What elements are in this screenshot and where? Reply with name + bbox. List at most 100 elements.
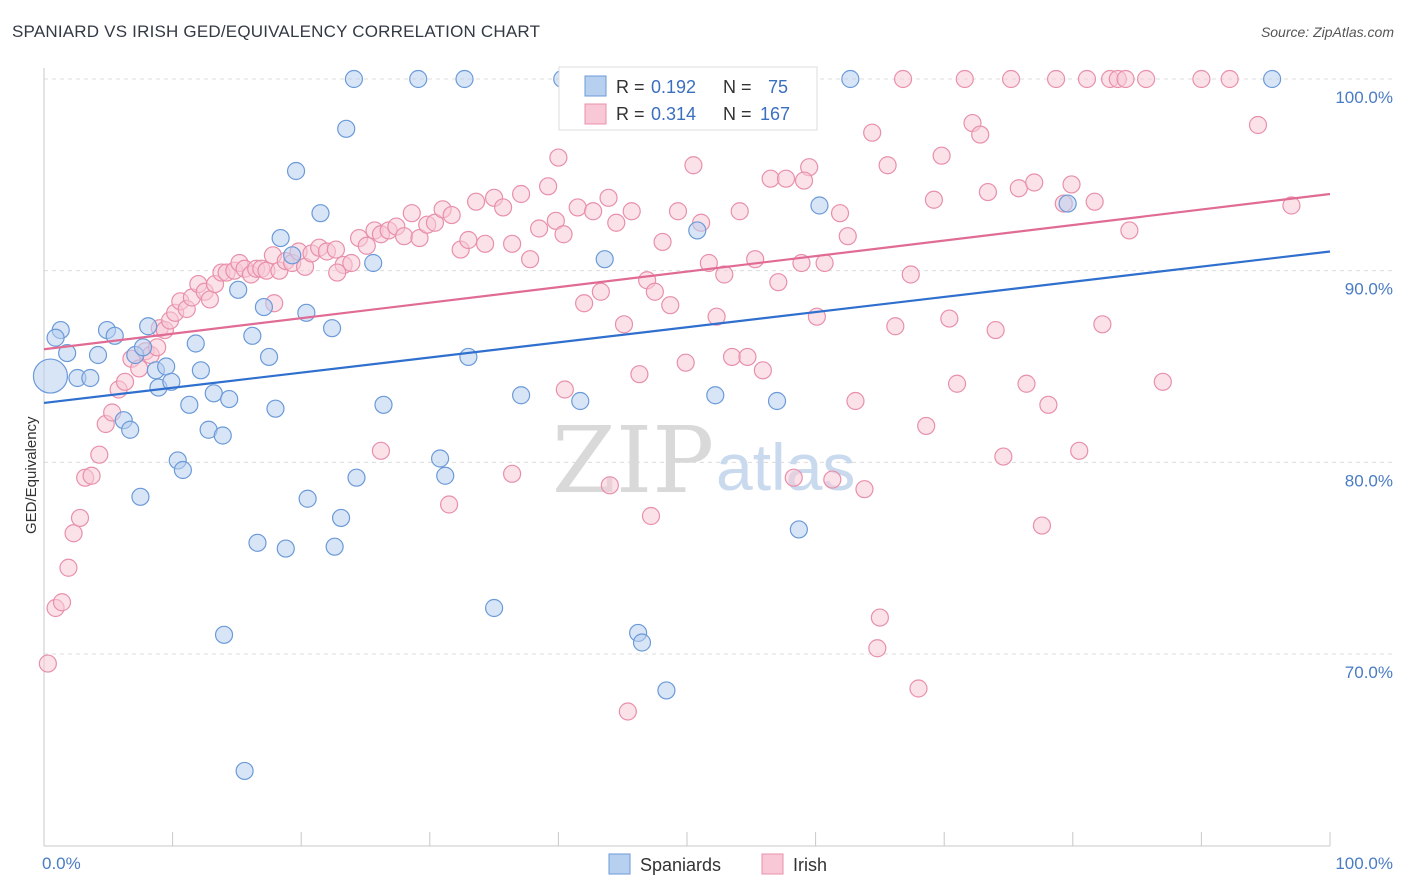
spaniards-point — [344, 69, 364, 89]
irish-point — [994, 447, 1013, 466]
y-tick-label: 100.0% — [1335, 88, 1393, 107]
irish-point — [1220, 69, 1239, 89]
spaniards-point — [139, 317, 158, 336]
irish-point — [823, 470, 842, 489]
spaniards-point — [322, 319, 342, 338]
spaniards-point — [436, 466, 455, 485]
spaniards-point — [243, 326, 262, 345]
spaniards-point — [88, 345, 108, 365]
irish-point — [1032, 516, 1052, 535]
irish-point — [425, 213, 445, 232]
irish-point — [684, 156, 703, 175]
bottom-legend-label-spaniards: Spaniards — [640, 855, 721, 875]
irish-point — [402, 204, 421, 223]
irish-point — [357, 236, 376, 255]
spaniards-point — [229, 280, 248, 299]
irish-point — [82, 466, 101, 485]
spaniards-point — [173, 460, 192, 480]
irish-point — [1248, 115, 1268, 135]
spaniards-point — [186, 334, 205, 353]
irish-point — [1282, 196, 1301, 215]
irish-point — [978, 182, 998, 202]
legend-n-label-spaniards: N = — [723, 77, 752, 97]
irish-point — [1039, 395, 1058, 414]
spaniards-point — [58, 343, 77, 363]
irish-point — [794, 171, 814, 190]
spaniards-point — [571, 391, 590, 411]
irish-point — [600, 476, 619, 495]
spaniards-point — [298, 489, 317, 508]
irish-point — [784, 468, 803, 487]
irish-point — [846, 391, 865, 411]
irish-point — [909, 679, 928, 698]
spaniards-point — [248, 533, 267, 552]
irish-point — [940, 309, 959, 328]
irish-point — [115, 372, 135, 391]
irish-point — [1093, 315, 1112, 334]
irish-point — [70, 508, 90, 528]
spaniards-point — [485, 598, 504, 618]
irish-point — [568, 198, 587, 217]
irish-point — [1077, 69, 1097, 89]
irish-point — [901, 265, 920, 284]
irish-point — [630, 365, 649, 384]
x-axis-ticks — [43, 832, 1331, 846]
legend-r-label-irish: R = — [616, 104, 645, 124]
irish-point — [554, 225, 573, 244]
irish-point — [59, 558, 78, 577]
spaniards-point — [157, 357, 176, 376]
source-label: Source: ZipAtlas.com — [1260, 24, 1394, 40]
irish-point — [1009, 179, 1028, 198]
spaniards-point — [1058, 194, 1077, 213]
irish-point — [761, 169, 780, 188]
y-tick-label: 80.0% — [1345, 471, 1393, 490]
irish-point — [1062, 175, 1081, 194]
irish-point — [555, 380, 574, 399]
irish-point — [539, 177, 558, 196]
irish-point — [870, 608, 890, 627]
bottom-legend-swatch-irish — [761, 853, 784, 875]
irish-point — [512, 184, 531, 204]
spaniards-point — [283, 246, 302, 265]
irish-point — [653, 232, 672, 252]
irish-point — [699, 253, 718, 273]
irish-point — [64, 524, 83, 543]
irish-point — [622, 202, 641, 221]
irish-point — [52, 593, 72, 612]
irish-point — [1192, 69, 1211, 89]
irish-point — [838, 227, 857, 246]
legend-r-label-spaniards: R = — [616, 77, 645, 97]
spaniards-point — [512, 386, 531, 405]
spaniards-point — [32, 358, 69, 394]
spaniards-point — [81, 368, 100, 388]
irish-point — [668, 202, 688, 221]
irish-point — [1153, 372, 1172, 391]
watermark-atlas: atlas — [716, 430, 855, 504]
legend-r-value-spaniards: 0.192 — [651, 77, 696, 97]
spaniards-point — [657, 681, 676, 700]
irish-point — [549, 148, 568, 167]
irish-point — [1017, 374, 1036, 393]
irish-point — [200, 290, 219, 309]
irish-point — [1116, 69, 1135, 89]
series-legend: Spaniards Irish — [608, 853, 827, 875]
y-tick-label: 70.0% — [1345, 663, 1393, 682]
spaniards-point — [235, 761, 254, 781]
spaniards-point — [455, 69, 474, 89]
y-axis-label: GED/Equivalency — [23, 416, 40, 534]
spaniards-point — [259, 347, 279, 367]
spaniards-point — [706, 386, 725, 405]
irish-point — [1120, 221, 1139, 240]
trendlines — [43, 192, 1331, 405]
x-tick-label-max: 100.0% — [1335, 854, 1393, 873]
spaniards-point — [266, 399, 285, 418]
spaniards-point — [789, 520, 808, 539]
irish-point — [947, 374, 967, 393]
spaniards-point — [46, 328, 65, 347]
spaniards-point — [204, 384, 223, 403]
spaniards-point — [374, 395, 393, 414]
spaniards-point — [276, 539, 295, 558]
irish-point — [661, 296, 680, 315]
x-tick-label-min: 0.0% — [42, 854, 81, 873]
legend-n-value-spaniards: 75 — [768, 77, 788, 97]
